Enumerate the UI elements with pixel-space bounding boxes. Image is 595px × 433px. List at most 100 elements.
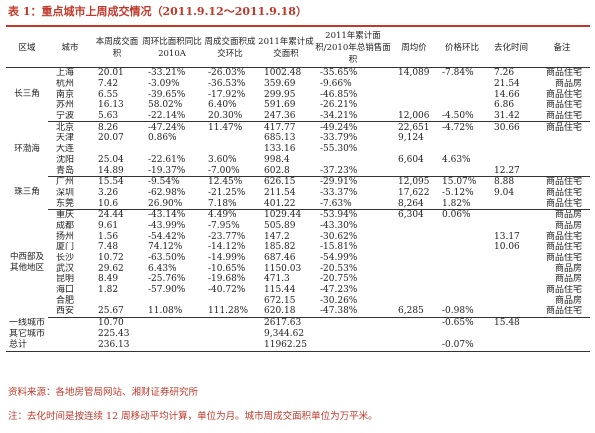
- table-cell: 7.42: [98, 79, 119, 90]
- table-cell: -7.95%: [208, 220, 240, 231]
- table-cell: [436, 274, 488, 285]
- summary-cell: [392, 329, 436, 340]
- table-cell: 20.30%: [202, 110, 258, 123]
- table-cell: [488, 274, 534, 285]
- table-cell: [392, 295, 436, 306]
- table-cell: -40.72%: [208, 285, 246, 296]
- table-row: 沈阳 25.04 -22.61% 3.60% 998.4 6,604 4.63%: [6, 155, 590, 166]
- table-cell: -21.25%: [208, 187, 246, 198]
- table-cell: 12,095: [398, 177, 430, 188]
- column-header: 价格环比: [436, 29, 488, 68]
- table-cell: 7.48: [98, 242, 119, 253]
- table-cell: 1.56: [98, 231, 119, 242]
- table-cell: 6.55: [98, 89, 119, 100]
- table-cell: 10.6: [92, 198, 142, 210]
- table-cell: [142, 295, 202, 306]
- table-row: 天津 20.07 0.86% 685.13 -33.79% 9,124: [6, 133, 590, 144]
- table-cell: -15.81%: [320, 242, 358, 253]
- table-row: 合肥 672.15 -30.26% 商品房: [6, 295, 590, 306]
- table-row: 厦门 7.48 74.12% -14.12% 185.82 -15.81% 10.06 商品住…: [6, 242, 590, 253]
- table-cell: [392, 221, 436, 232]
- table-cell: 商品住宅: [545, 89, 582, 100]
- table-row: 大连 133.16 -55.30%: [6, 144, 590, 155]
- table-cell: 401.22: [258, 198, 314, 210]
- table-cell: [392, 263, 436, 274]
- table-cell: -7.00%: [202, 165, 258, 177]
- summary-cell: 11962.25: [264, 339, 307, 350]
- city-cell: 大连: [56, 144, 75, 155]
- table-bottom-rule: [6, 351, 590, 352]
- city-cell: 厦门: [56, 242, 75, 253]
- region-cell: 环渤海: [14, 143, 40, 154]
- table-cell: 8.88: [494, 177, 515, 188]
- table-cell: [436, 79, 488, 90]
- table-cell: [392, 231, 436, 242]
- city-cell: 深圳: [56, 187, 75, 198]
- table-cell: 商品房: [554, 263, 582, 274]
- table-cell: 147.2: [264, 231, 290, 242]
- table-cell: -49.24%: [320, 122, 358, 133]
- city-cell: 沈阳: [56, 154, 75, 165]
- table-cell: 26.90%: [142, 198, 202, 210]
- table-cell: -23.77%: [208, 231, 246, 242]
- table-cell: 1.82: [98, 285, 119, 296]
- table-cell: 8.26: [98, 122, 119, 133]
- table-cell: 商品住宅: [545, 285, 582, 296]
- table-cell: -54.99%: [320, 253, 358, 264]
- table-cell: [314, 155, 392, 166]
- table-cell: 7.26: [494, 68, 515, 79]
- table-cell: [392, 79, 436, 90]
- table-row: 南京 6.55 -39.65% -17.92% 299.95 -46.85% 14.66 商品…: [6, 89, 590, 100]
- table-cell: [436, 144, 488, 155]
- table-cell: 商品住宅: [545, 177, 582, 188]
- table-cell: 626.15: [264, 177, 296, 188]
- table-cell: 620.18: [258, 306, 314, 318]
- table-cell: 4.49%: [208, 210, 237, 221]
- table-cell: -10.65%: [208, 263, 246, 274]
- summary-cell: [314, 329, 392, 340]
- table-cell: -47.38%: [314, 306, 392, 318]
- table-cell: 商品住宅: [545, 122, 582, 133]
- table-cell: -20.75%: [320, 274, 358, 285]
- table-cell: [202, 295, 258, 306]
- table-cell: 16.13: [98, 100, 124, 111]
- table-cell: -35.65%: [320, 68, 358, 79]
- table-cell: -43.30%: [320, 220, 358, 231]
- table-cell: 7.18%: [202, 198, 258, 210]
- city-cell: 东莞: [48, 198, 92, 210]
- summary-cell: [392, 317, 436, 328]
- summary-row: 其它城市 225.43 9,344.62: [6, 329, 590, 340]
- table-cell: [488, 306, 534, 318]
- table-cell: 133.16: [264, 144, 296, 155]
- table-cell: 591.69: [264, 100, 296, 111]
- table-cell: [392, 89, 436, 100]
- table-cell: -9.66%: [320, 79, 352, 90]
- table-cell: [392, 242, 436, 253]
- table-cell: [142, 144, 202, 155]
- table-cell: -22.14%: [142, 110, 202, 123]
- table-cell: [436, 242, 488, 253]
- table-cell: -17.92%: [208, 89, 246, 100]
- table-cell: 1029.44: [264, 210, 302, 221]
- table-cell: -63.50%: [148, 253, 186, 264]
- table-cell: [488, 263, 534, 274]
- summary-label: 一线城市: [9, 318, 46, 329]
- table-cell: 9.61: [98, 220, 119, 231]
- table-cell: [436, 133, 488, 144]
- table-cell: 商品住宅: [545, 231, 582, 242]
- city-cell: 天津: [56, 133, 75, 144]
- column-header: 备注: [534, 29, 590, 68]
- table-cell: -34.21%: [314, 110, 392, 123]
- table-cell: 359.69: [264, 79, 296, 90]
- city-cell: 南京: [56, 89, 75, 100]
- table-cell: -39.65%: [148, 89, 186, 100]
- table-cell: [92, 295, 142, 306]
- table-cell: [436, 100, 488, 111]
- table-cell: 6.43%: [148, 263, 177, 274]
- table-cell: [436, 263, 488, 274]
- table-cell: -20.53%: [320, 263, 358, 274]
- table-cell: 商品房: [554, 274, 582, 285]
- table-row: 海口 1.82 -57.90% -40.72% 115.44 -47.23% 商品住宅: [6, 285, 590, 296]
- table-cell: 12,006: [392, 110, 436, 123]
- summary-cell: [142, 339, 202, 350]
